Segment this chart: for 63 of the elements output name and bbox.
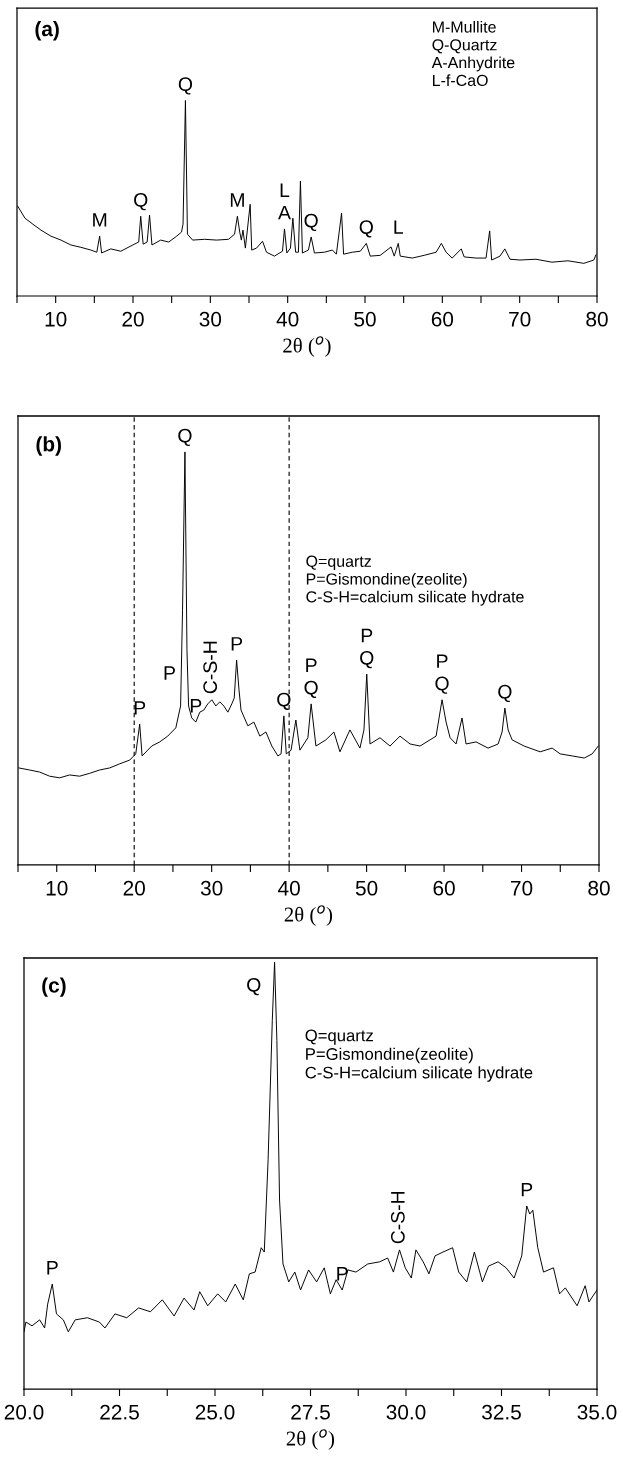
annotation: Q — [178, 428, 192, 447]
x-axis-title: 2θ ($^{o}$) — [286, 1429, 335, 1450]
annotation: C-S-H — [390, 1191, 405, 1244]
x-tick-label: 30.0 — [386, 1404, 426, 1420]
annotation: Q — [304, 213, 318, 232]
annotation: Q=quartz — [305, 1029, 373, 1045]
x-tick-label: 25.0 — [195, 1404, 235, 1420]
annotation: C-S-H=calcium silicate hydrate — [306, 590, 524, 606]
chart-title: (b) — [36, 436, 61, 456]
annotation: Q — [498, 684, 512, 703]
annotation: Q — [359, 220, 373, 238]
annotation: P — [134, 701, 146, 715]
x-tick-label: 22.5 — [100, 1404, 139, 1420]
annotation: P — [190, 699, 202, 713]
annotation: Q — [178, 77, 193, 95]
x-tick-label: 35.0 — [577, 1404, 617, 1420]
x-tick-label: 20 — [122, 311, 144, 327]
x-tick-label: 60 — [431, 311, 454, 327]
annotation: P Q — [435, 654, 449, 694]
x-tick-label: 27.5 — [291, 1404, 330, 1420]
annotation: Q=quartz — [306, 555, 371, 571]
annotation: P — [164, 666, 175, 680]
text: M-Mullite — [433, 20, 496, 33]
text: L-f-CaO — [433, 74, 488, 87]
annotation: P — [337, 1267, 348, 1281]
annotation: M — [93, 213, 107, 227]
annotation: P=Gismondine(zeolite) — [306, 572, 467, 588]
x-tick-label: 70 — [509, 311, 531, 327]
annotation: L A — [278, 183, 291, 220]
annotation: C-S-H=calcium silicate hydrate — [305, 1066, 533, 1082]
annotation: P=Gismondine(zeolite) — [306, 1047, 473, 1064]
annotation: L — [394, 220, 404, 234]
x-tick-label: 10 — [45, 311, 67, 327]
x-tick-label: 20 — [123, 880, 145, 896]
x-tick-label: 30 — [199, 311, 222, 327]
annotation: Q — [134, 193, 148, 211]
annotation: M — [230, 193, 244, 207]
annotation: Q — [247, 977, 261, 996]
x-tick-label: 40 — [276, 311, 299, 327]
x-tick-label: 10 — [46, 880, 68, 896]
x-tick-label: 30 — [200, 880, 223, 896]
x-tick-label: 20.0 — [4, 1404, 44, 1420]
chart-title: (a) — [35, 20, 59, 41]
text: Q-Quartz — [432, 39, 497, 54]
x-tick-label: 40 — [278, 880, 300, 896]
annotation: P — [231, 637, 243, 651]
annotation: P — [47, 1261, 58, 1275]
x-tick-label: 70 — [511, 880, 533, 896]
text: (c) — [42, 977, 66, 997]
annotation: Q — [277, 692, 291, 710]
annotation: P Q — [360, 628, 374, 669]
x-axis-title: 2θ ($^{o}$) — [284, 905, 333, 926]
annotation: P — [521, 1182, 533, 1197]
x-tick-label: 50 — [354, 311, 376, 327]
x-tick-label: 50 — [355, 880, 378, 896]
x-tick-label: 80 — [586, 311, 608, 327]
x-tick-label: 80 — [588, 880, 610, 896]
x-axis-title: 2θ ($^{o}$) — [283, 336, 331, 357]
x-tick-label: 32.5 — [482, 1404, 521, 1420]
x-tick-label: 60 — [433, 880, 455, 896]
annotation: C-S-H — [203, 641, 218, 694]
text: A-Anhydrite — [431, 56, 515, 72]
annotation: P Q — [304, 658, 318, 698]
